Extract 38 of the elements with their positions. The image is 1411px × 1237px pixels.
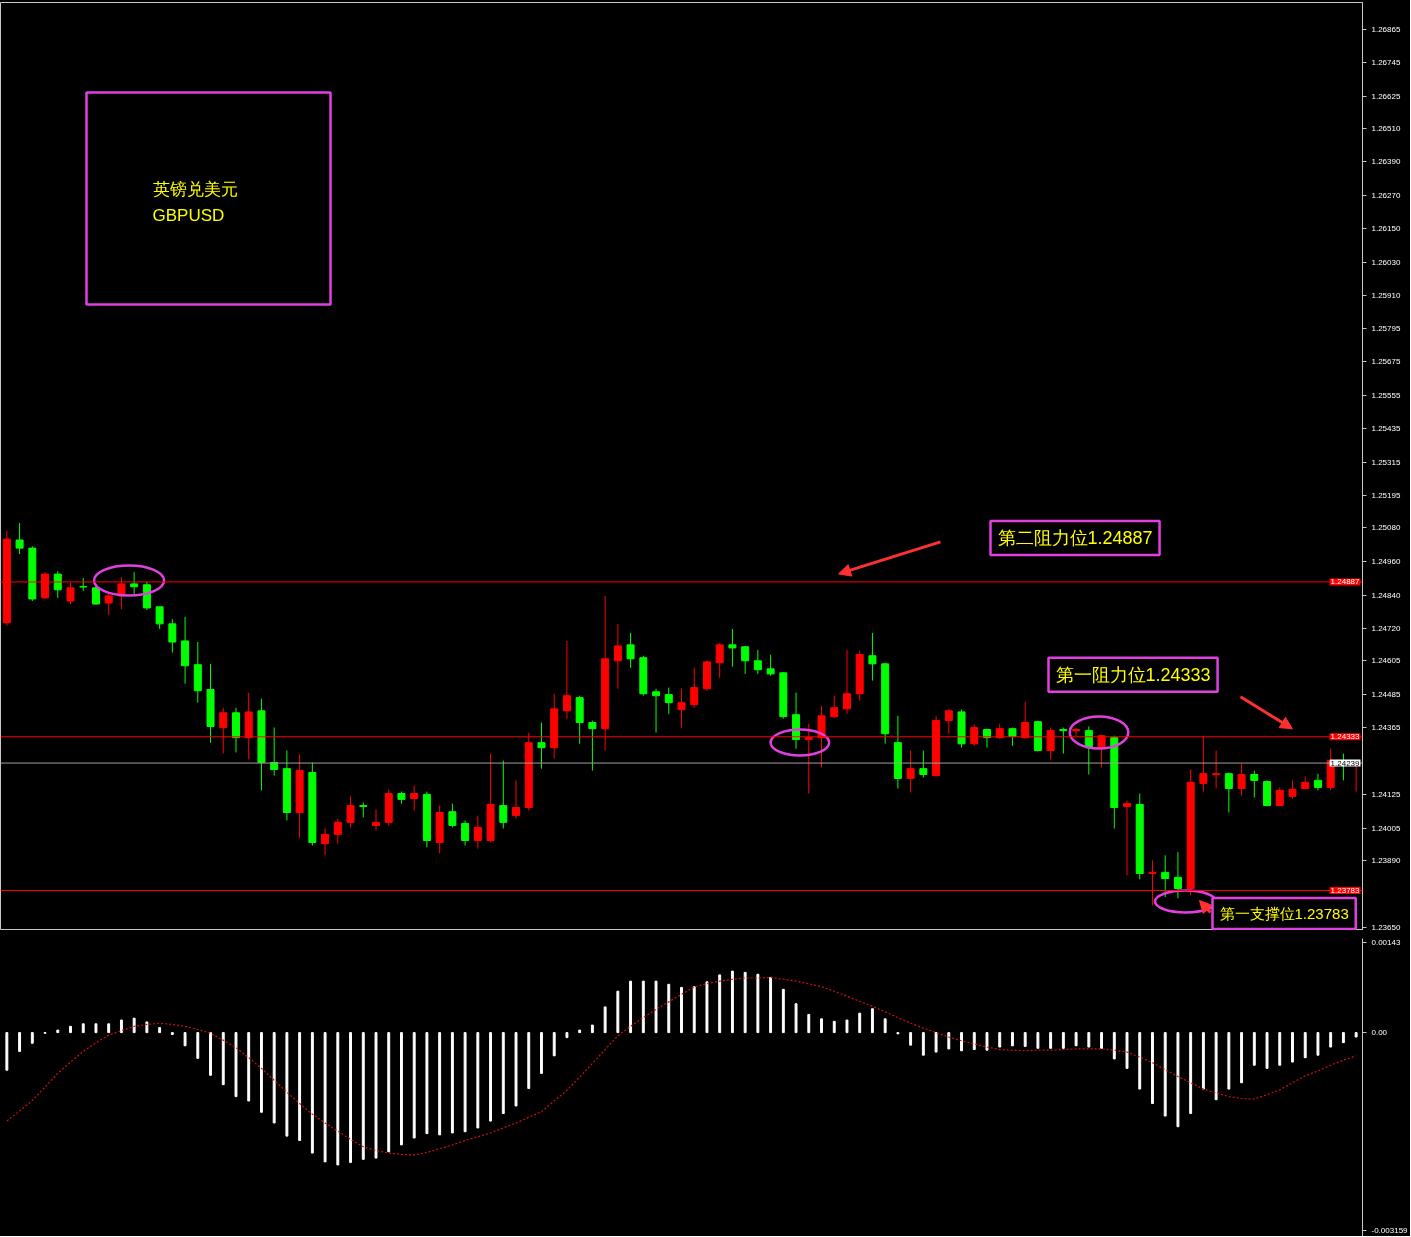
y-tick-label: 1.23890: [1371, 856, 1401, 866]
y-tick-label: 1.25435: [1371, 424, 1401, 434]
y-tick-label: 1.24840: [1371, 590, 1401, 600]
y-tick-label: 1.25555: [1371, 390, 1401, 400]
y-tick-label: 1.26745: [1371, 58, 1401, 68]
y-tick-label: 1.24960: [1371, 557, 1401, 567]
y-tick-label: 1.26625: [1371, 91, 1401, 101]
y-tick-label: 1.25910: [1371, 291, 1401, 301]
y-tick-label: 1.26150: [1371, 224, 1401, 234]
y-tick-label: 1.24485: [1371, 689, 1401, 699]
y-tick-label: 1.23650: [1371, 923, 1401, 933]
y-tick-label: 1.25195: [1371, 491, 1401, 501]
y-tick-label: 1.25315: [1371, 457, 1401, 467]
y-tick-label: 0.00143: [1371, 938, 1401, 948]
ref-line-label: 1.24887: [1330, 577, 1361, 587]
y-tick-label: 1.24005: [1371, 823, 1401, 833]
y-tick-label: 1.26270: [1371, 190, 1401, 200]
y-tick-label: 1.25080: [1371, 523, 1401, 533]
annotation: 第一阻力位1.24333: [1055, 664, 1211, 685]
y-tick-label: 1.24125: [1371, 790, 1401, 800]
annotation: 第二阻力位1.24887: [997, 527, 1153, 548]
y-tick-label: 1.24365: [1371, 723, 1401, 733]
y-tick-label: 1.26030: [1371, 257, 1401, 267]
y-tick-label: -0.003159: [1371, 1226, 1409, 1236]
ref-line-label: 1.24333: [1330, 732, 1361, 742]
y-tick-label: 0.00: [1371, 1028, 1388, 1038]
ref-line-label: 1.24239: [1330, 758, 1361, 768]
y-tick-label: 1.26865: [1371, 24, 1401, 34]
y-tick-label: 1.26510: [1371, 123, 1401, 133]
y-tick-label: 1.25675: [1371, 357, 1401, 367]
y-tick-label: 1.25795: [1371, 323, 1401, 333]
y-tick-label: 1.26390: [1371, 157, 1401, 167]
text: 英镑兑美元: [152, 180, 238, 199]
annotation: 第一支撑位1.23783: [1219, 905, 1349, 923]
text: GBPUSD: [152, 206, 225, 225]
y-tick-label: 1.24720: [1371, 624, 1401, 634]
y-tick-label: 1.24605: [1371, 656, 1401, 666]
ref-line-label: 1.23783: [1330, 886, 1361, 896]
